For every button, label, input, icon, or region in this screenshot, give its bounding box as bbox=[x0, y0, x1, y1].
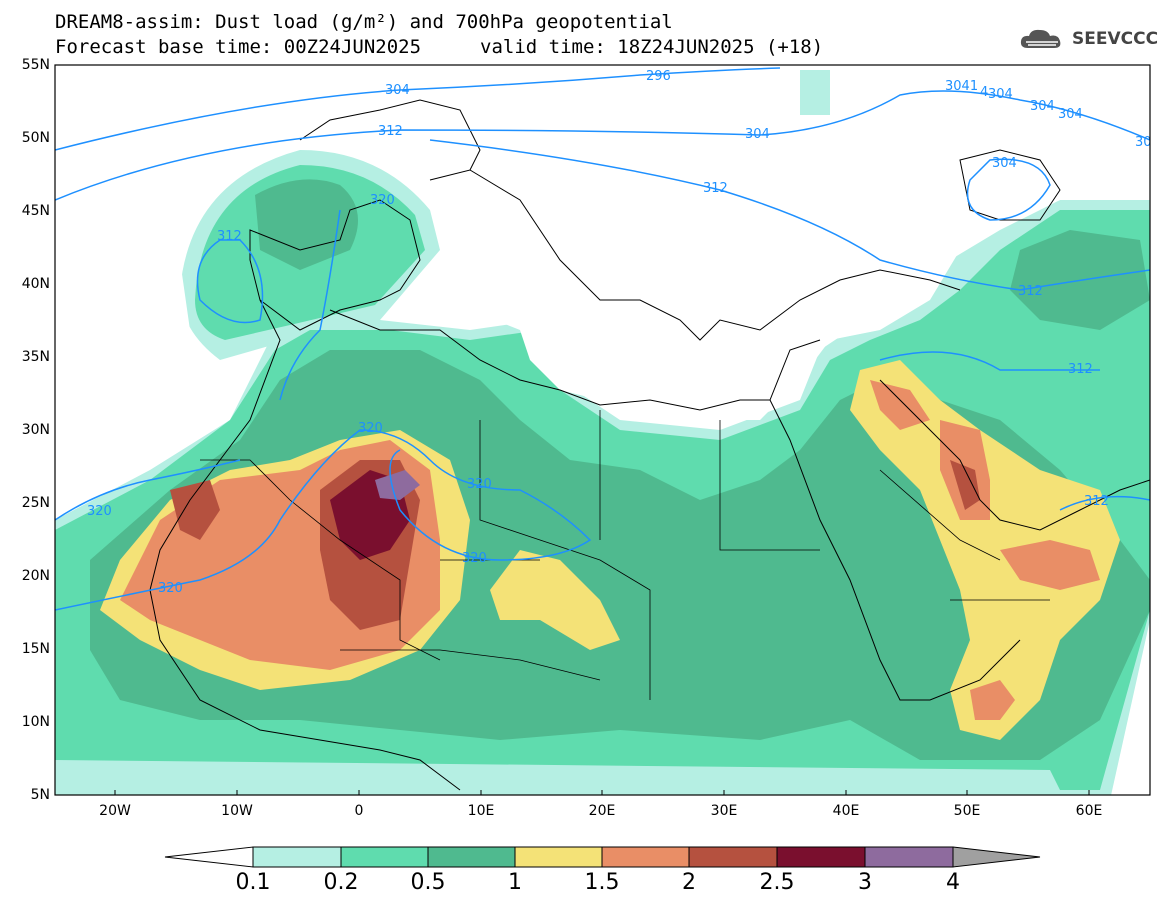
map-area: 304 296 304 3041 4 304 304 304 30 312 30… bbox=[55, 65, 1152, 795]
lat-label: 25N bbox=[21, 495, 50, 511]
forecast-base-time: Forecast base time: 00Z24JUN2025 bbox=[55, 36, 422, 58]
svg-text:320: 320 bbox=[462, 551, 487, 566]
cloud-icon bbox=[1020, 29, 1061, 48]
colorbar-low-arrow bbox=[164, 846, 254, 868]
svg-text:320: 320 bbox=[467, 477, 492, 492]
svg-text:312: 312 bbox=[1068, 362, 1093, 377]
svg-text:304: 304 bbox=[1030, 99, 1055, 114]
contour-labels: 304 296 304 3041 4 304 304 304 30 312 30… bbox=[87, 69, 1152, 596]
logo-text: SEEVCCC bbox=[1072, 29, 1159, 49]
svg-text:312: 312 bbox=[1018, 284, 1043, 299]
colorbar-label: 3 bbox=[858, 870, 872, 895]
svg-text:3041: 3041 bbox=[945, 79, 978, 94]
lon-label: 20E bbox=[588, 803, 616, 819]
valid-time: valid time: 18Z24JUN2025 (+18) bbox=[480, 36, 824, 58]
colorbar-swatch-5 bbox=[688, 846, 778, 868]
lon-label: 0 bbox=[354, 803, 364, 819]
dust-level-3 bbox=[375, 470, 420, 500]
dust-level-2 bbox=[170, 480, 220, 540]
lat-label: 40N bbox=[21, 276, 50, 292]
colorbar-label: 4 bbox=[946, 870, 960, 895]
lon-label: 50E bbox=[953, 803, 981, 819]
colorbar-label: 1 bbox=[508, 870, 522, 895]
colorbar-label: 0.5 bbox=[410, 870, 446, 895]
svg-text:304: 304 bbox=[988, 87, 1013, 102]
svg-text:304: 304 bbox=[1058, 107, 1083, 122]
colorbar-swatch-4 bbox=[601, 846, 690, 868]
svg-text:312: 312 bbox=[703, 181, 728, 196]
colorbar-label: 0.1 bbox=[235, 870, 271, 895]
svg-text:320: 320 bbox=[370, 193, 395, 208]
lat-label: 10N bbox=[21, 714, 50, 730]
seevccc-logo: SEEVCCC bbox=[1018, 26, 1158, 52]
svg-text:312: 312 bbox=[1084, 494, 1109, 509]
svg-text:304: 304 bbox=[385, 83, 410, 98]
lon-label: 30E bbox=[710, 803, 738, 819]
lat-label: 20N bbox=[21, 568, 50, 584]
colorbar-swatch-2 bbox=[427, 846, 516, 868]
map-title: DREAM8-assim: Dust load (g/m²) and 700hP… bbox=[55, 11, 673, 33]
geopotential-contours bbox=[55, 67, 1150, 611]
svg-text:320: 320 bbox=[87, 504, 112, 519]
svg-text:4: 4 bbox=[980, 85, 988, 100]
colorbar-swatch-1 bbox=[340, 846, 429, 868]
svg-text:320: 320 bbox=[158, 581, 183, 596]
colorbar-label: 0.2 bbox=[323, 870, 359, 895]
lat-label: 5N bbox=[30, 787, 50, 803]
colorbar-swatch-0 bbox=[252, 846, 342, 868]
axis-ticks bbox=[114, 790, 1090, 795]
colorbar-swatch-3 bbox=[514, 846, 603, 868]
colorbar-label: 2.5 bbox=[759, 870, 795, 895]
colorbar bbox=[164, 846, 1041, 868]
svg-text:296: 296 bbox=[646, 69, 671, 84]
svg-text:312: 312 bbox=[217, 229, 242, 244]
svg-text:304: 304 bbox=[745, 127, 770, 142]
lon-label: 10E bbox=[467, 803, 495, 819]
lon-label: 60E bbox=[1075, 803, 1103, 819]
svg-text:312: 312 bbox=[378, 124, 403, 139]
colorbar-label: 2 bbox=[682, 870, 696, 895]
lon-label: 10W bbox=[221, 803, 253, 819]
svg-text:304: 304 bbox=[992, 156, 1017, 171]
lat-label: 50N bbox=[21, 130, 50, 146]
lat-label: 30N bbox=[21, 422, 50, 438]
lat-label: 55N bbox=[21, 57, 50, 73]
colorbar-swatch-7 bbox=[864, 846, 954, 868]
clear-sky-atlantic bbox=[55, 65, 430, 500]
coastlines bbox=[149, 99, 1150, 791]
lat-label: 15N bbox=[21, 641, 50, 657]
colorbar-high-arrow bbox=[952, 846, 1041, 868]
lat-label: 35N bbox=[21, 349, 50, 365]
lat-label: 45N bbox=[21, 203, 50, 219]
lon-label: 20W bbox=[99, 803, 131, 819]
svg-text:320: 320 bbox=[358, 421, 383, 436]
lon-label: 40E bbox=[832, 803, 860, 819]
svg-text:30: 30 bbox=[1135, 135, 1152, 150]
clear-sky-region bbox=[430, 65, 1150, 420]
colorbar-swatch-6 bbox=[776, 846, 866, 868]
colorbar-label: 1.5 bbox=[584, 870, 620, 895]
